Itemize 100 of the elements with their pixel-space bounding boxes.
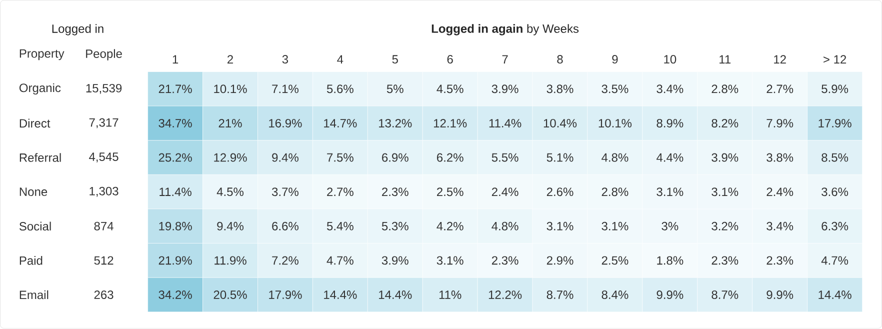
- data-label: 5.6%: [326, 84, 354, 94]
- data-label: 4.4%: [656, 154, 684, 162]
- data-label: 17.9%: [818, 119, 852, 128]
- data-label: 2.3%: [766, 256, 794, 265]
- data-label: 34.2%: [158, 290, 192, 300]
- data-label: 17.9%: [269, 290, 302, 300]
- y-axis-title: Logged in: [52, 24, 104, 36]
- data-label: 9.4%: [217, 222, 244, 231]
- data-label: 10.1%: [598, 119, 632, 128]
- data-label: 4.2%: [436, 222, 464, 231]
- data-label: 3.1%: [436, 256, 464, 265]
- data-label: 4.7%: [821, 256, 848, 265]
- data-label: 34.7%: [158, 119, 192, 128]
- data-label: 8.9%: [656, 119, 684, 128]
- data-label: 2.4%: [766, 188, 794, 196]
- chart-title: Logged in again by Weeks: [432, 24, 579, 36]
- data-label: 3.1%: [546, 222, 574, 231]
- x-tick-label: 8: [557, 55, 563, 64]
- data-label: 2.5%: [436, 188, 464, 196]
- data-label: 14.4%: [818, 290, 852, 300]
- data-label: 5.4%: [326, 222, 354, 231]
- data-label: 19.8%: [159, 222, 192, 231]
- x-tick-label: 11: [720, 55, 731, 64]
- data-label: 5.9%: [822, 84, 848, 94]
- data-label: 3.8%: [766, 153, 794, 162]
- data-label: 6.6%: [272, 222, 298, 231]
- data-label: 5.1%: [546, 153, 574, 162]
- data-label: 3.1%: [712, 188, 738, 196]
- y2-tick-label: 15,539: [86, 84, 122, 94]
- y-tick-label: Paid: [20, 256, 42, 266]
- data-label: 3%: [662, 222, 678, 231]
- data-label: 8.7%: [546, 290, 574, 300]
- x-tick-label: 6: [447, 55, 453, 64]
- data-label: 6.9%: [382, 153, 408, 162]
- y2-tick-label: 263: [94, 290, 114, 300]
- y-tick-label: Direct: [20, 118, 50, 128]
- data-label: 3.9%: [712, 153, 738, 162]
- data-label: 2.8%: [602, 188, 628, 196]
- y-tick-label: Referral: [20, 153, 61, 162]
- data-label: 3.2%: [712, 222, 738, 231]
- text: Property: [20, 50, 64, 60]
- data-label: 3.8%: [546, 84, 574, 94]
- data-label: 3.4%: [766, 222, 794, 231]
- data-label: 12.9%: [214, 153, 247, 162]
- x-tick-label: 2: [228, 55, 233, 64]
- x-tick-label: 4: [337, 55, 344, 64]
- y2-tick-label: 1,303: [90, 187, 118, 197]
- y-tick-label: Email: [20, 290, 48, 300]
- data-label: 25.2%: [158, 153, 192, 162]
- data-label: 2.6%: [546, 188, 574, 196]
- data-label: 12.1%: [434, 119, 467, 128]
- x-tick-label: 10: [664, 55, 676, 64]
- data-label: 3.9%: [382, 256, 408, 265]
- data-label: 7.9%: [766, 119, 794, 128]
- data-label: 14.4%: [324, 290, 357, 300]
- data-label: 2.4%: [492, 188, 518, 196]
- data-label: 1.8%: [657, 256, 684, 265]
- data-label: 7.2%: [272, 256, 298, 265]
- data-label: 3.4%: [656, 84, 684, 94]
- data-label: 3.5%: [602, 84, 628, 94]
- data-label: 3.1%: [656, 188, 684, 196]
- data-label: 10.1%: [214, 84, 247, 94]
- data-label: 3.7%: [272, 188, 298, 196]
- data-label: 10.4%: [544, 119, 577, 128]
- data-label: 2.3%: [382, 188, 408, 196]
- x-tick-label: 7: [502, 55, 508, 64]
- data-label: 5.5%: [492, 153, 518, 162]
- data-label: 2.9%: [546, 256, 574, 265]
- data-label: 21.9%: [158, 256, 192, 265]
- x-tick-label: > 12: [824, 55, 846, 64]
- data-label: 13.2%: [379, 119, 412, 128]
- data-label: 9.9%: [766, 290, 794, 300]
- data-label: 21%: [218, 119, 242, 128]
- x-tick-label: 1: [172, 55, 178, 64]
- data-label: 20.5%: [214, 290, 247, 300]
- data-label: 4.7%: [326, 256, 354, 265]
- data-label: 14.7%: [324, 119, 357, 128]
- data-label: 11%: [439, 290, 462, 300]
- data-label: 4.5%: [436, 84, 464, 94]
- x-tick-label: 3: [282, 55, 288, 64]
- data-label: 9.9%: [656, 290, 684, 300]
- data-label: 16.9%: [269, 119, 302, 128]
- data-label: 2.7%: [766, 84, 794, 94]
- data-label: 8.5%: [822, 153, 848, 162]
- data-label: 4.8%: [492, 222, 518, 231]
- y-tick-label: Social: [19, 222, 51, 231]
- data-label: 2.3%: [492, 256, 518, 265]
- data-label: 3.9%: [492, 84, 518, 94]
- data-label: 4.8%: [602, 153, 628, 162]
- y2-tick-label: 512: [94, 256, 114, 265]
- y2-tick-label: 874: [94, 222, 114, 231]
- data-label: 12.2%: [488, 290, 522, 300]
- data-label: 21.7%: [158, 84, 192, 94]
- data-label: 5%: [386, 84, 404, 94]
- x-tick-label: 9: [612, 55, 618, 64]
- text: People: [86, 49, 122, 61]
- data-label: 11.9%: [214, 256, 246, 265]
- data-label: 6.2%: [437, 153, 464, 162]
- data-label: 8.7%: [712, 290, 738, 300]
- data-label: 2.7%: [327, 188, 354, 196]
